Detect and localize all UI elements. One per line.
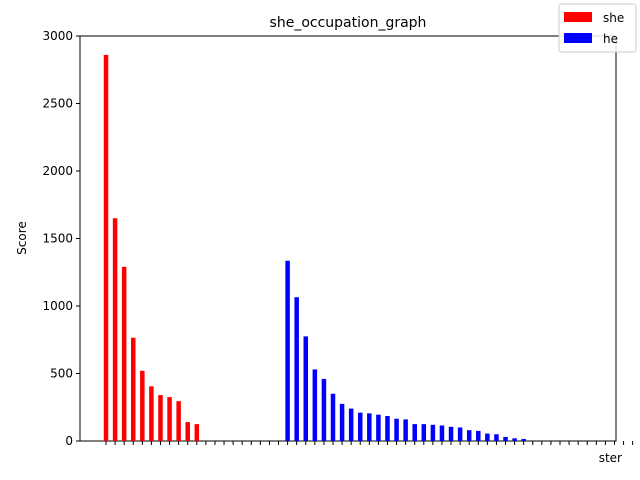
bar-he-24 [503,436,508,441]
bar-he-11 [385,416,390,441]
bar-she-3 [130,337,136,441]
bar-she-7 [167,397,172,441]
bar-she-8 [176,401,181,441]
y-tick-label: 2000 [42,164,73,178]
bar-he-26 [521,438,526,441]
y-tick-label: 1000 [42,299,73,313]
bar-she-5 [149,386,154,441]
bar-he-20 [466,430,472,441]
legend: she he [558,3,637,53]
bar-he-23 [494,434,499,441]
bar-he-25 [512,438,517,441]
bar-she-2 [121,266,127,441]
legend-label-she: she [603,11,624,25]
chart-title: she_occupation_graph [270,15,427,31]
bar-she-6 [158,395,163,441]
bar-he-21 [476,430,481,441]
bar-he-14 [412,424,417,441]
bar-he-4 [321,378,327,441]
bar-he-13 [403,419,408,441]
y-tick-label: 0 [65,434,73,448]
bar-he-17 [439,425,445,441]
bars-group [103,54,526,442]
bar-she-9 [185,422,190,441]
y-tick-label: 3000 [42,29,73,43]
bar-she-1 [112,218,118,441]
bar-she-10 [194,424,200,441]
bar-he-18 [448,426,454,441]
y-axis-label: Score [15,221,29,255]
bar-he-15 [421,424,427,441]
y-tick-label: 1500 [42,232,73,246]
legend-label-he: he [603,32,618,46]
bar-he-8 [357,412,363,441]
bar-he-1 [294,297,299,441]
bar-he-7 [348,408,354,441]
bar-he-5 [330,393,336,441]
x-tick-label-last: ster [599,451,622,465]
bar-he-9 [367,413,372,441]
legend-swatch-she [564,12,592,22]
bar-he-3 [312,369,318,441]
legend-frame [558,3,637,53]
y-tick-label: 500 [50,367,73,381]
bar-he-6 [339,403,345,441]
y-axis-ticks: 0 500 1000 1500 2000 2500 3000 [42,29,80,448]
y-tick-label: 2500 [42,97,73,111]
bar-he-10 [376,414,381,441]
bar-he-12 [394,418,399,441]
bar-he-16 [430,424,436,441]
bar-he-2 [303,336,309,441]
bar-she-0 [103,54,109,442]
bar-he-0 [285,260,290,441]
bar-he-19 [457,427,463,441]
bar-she-4 [140,370,145,441]
plot-area [79,35,617,442]
bar-he-22 [485,433,490,441]
x-axis-ticks [105,441,634,445]
legend-swatch-he [564,33,592,43]
